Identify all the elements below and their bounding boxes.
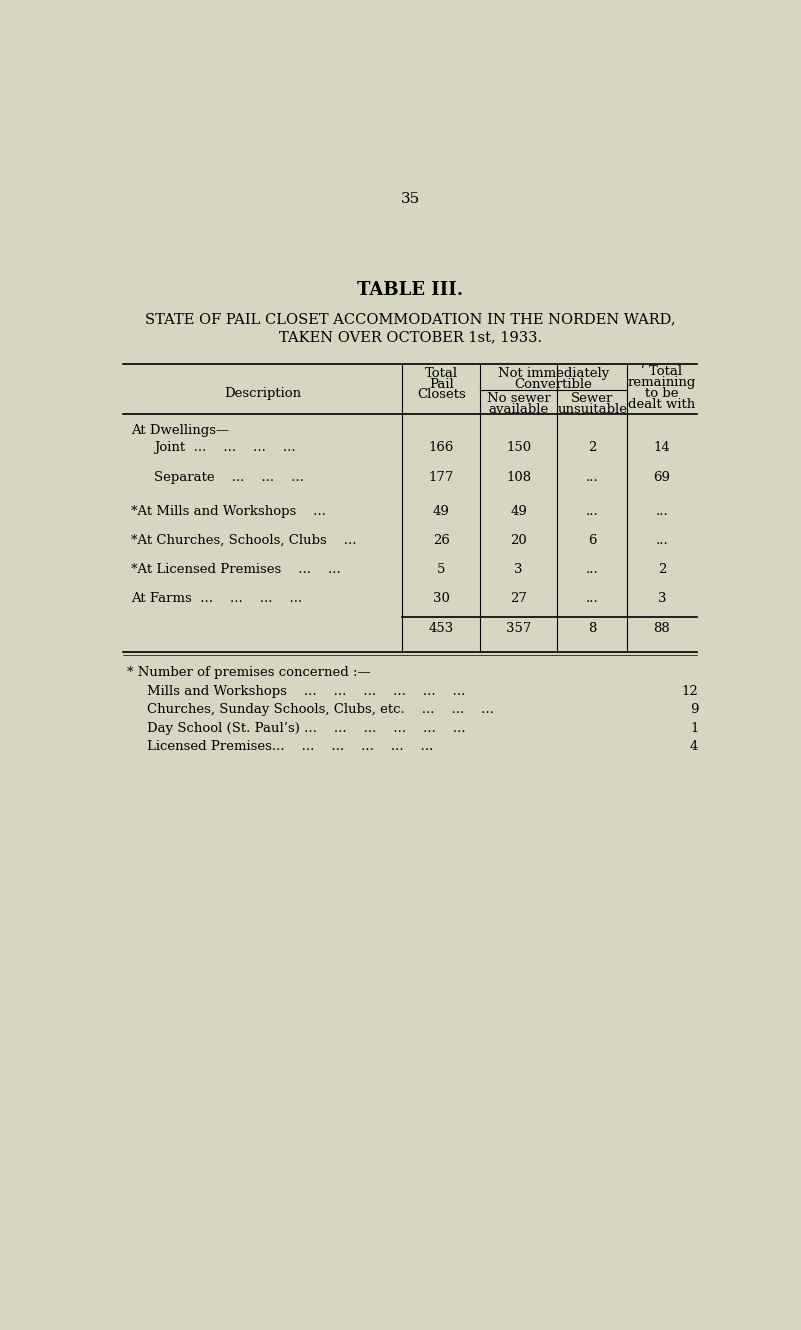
Text: Description: Description: [224, 387, 301, 400]
Text: 2: 2: [658, 563, 666, 576]
Text: 27: 27: [510, 592, 527, 605]
Text: Churches, Sunday Schools, Clubs, etc.    ...    ...    ...: Churches, Sunday Schools, Clubs, etc. ..…: [147, 704, 493, 717]
Text: remaining: remaining: [628, 376, 696, 388]
Text: 6: 6: [588, 533, 597, 547]
Text: No sewer: No sewer: [487, 392, 550, 406]
Text: 453: 453: [429, 621, 453, 634]
Text: *At Churches, Schools, Clubs    ...: *At Churches, Schools, Clubs ...: [131, 533, 356, 547]
Text: 4: 4: [690, 741, 698, 753]
Text: 9: 9: [690, 704, 698, 717]
Text: 14: 14: [654, 442, 670, 455]
Text: Sewer: Sewer: [571, 392, 614, 406]
Text: Licensed Premises...    ...    ...    ...    ...    ...: Licensed Premises... ... ... ... ... ...: [147, 741, 433, 753]
Text: Convertible: Convertible: [514, 378, 593, 391]
Text: dealt with: dealt with: [628, 398, 695, 411]
Text: 12: 12: [682, 685, 698, 698]
Text: Pail: Pail: [429, 378, 453, 391]
Text: unsuitable: unsuitable: [557, 403, 627, 416]
Text: *At Licensed Premises    ...    ...: *At Licensed Premises ... ...: [131, 563, 341, 576]
Text: 3: 3: [658, 592, 666, 605]
Text: ʹ Total: ʹ Total: [642, 366, 682, 378]
Text: At Dwellings—: At Dwellings—: [131, 424, 229, 438]
Text: 49: 49: [433, 504, 449, 517]
Text: 108: 108: [506, 471, 531, 484]
Text: 5: 5: [437, 563, 445, 576]
Text: 1: 1: [690, 722, 698, 734]
Text: 166: 166: [429, 442, 454, 455]
Text: Mills and Workshops    ...    ...    ...    ...    ...    ...: Mills and Workshops ... ... ... ... ... …: [147, 685, 465, 698]
Text: Closets: Closets: [417, 388, 465, 402]
Text: 30: 30: [433, 592, 449, 605]
Text: 26: 26: [433, 533, 449, 547]
Text: 20: 20: [510, 533, 527, 547]
Text: 150: 150: [506, 442, 531, 455]
Text: to be: to be: [646, 387, 678, 400]
Text: *At Mills and Workshops    ...: *At Mills and Workshops ...: [131, 504, 326, 517]
Text: ...: ...: [656, 533, 668, 547]
Text: At Farms  ...    ...    ...    ...: At Farms ... ... ... ...: [131, 592, 302, 605]
Text: 357: 357: [506, 621, 531, 634]
Text: ...: ...: [586, 471, 598, 484]
Text: 8: 8: [588, 621, 597, 634]
Text: 88: 88: [654, 621, 670, 634]
Text: 2: 2: [588, 442, 597, 455]
Text: ...: ...: [586, 504, 598, 517]
Text: ...: ...: [586, 592, 598, 605]
Text: STATE OF PAIL CLOSET ACCOMMODATION IN THE NORDEN WARD,: STATE OF PAIL CLOSET ACCOMMODATION IN TH…: [145, 313, 675, 326]
Text: 3: 3: [514, 563, 523, 576]
Text: Not immediately: Not immediately: [498, 367, 609, 380]
Text: 49: 49: [510, 504, 527, 517]
Text: Separate    ...    ...    ...: Separate ... ... ...: [155, 471, 304, 484]
Text: ...: ...: [586, 563, 598, 576]
Text: Joint  ...    ...    ...    ...: Joint ... ... ... ...: [155, 442, 296, 455]
Text: 177: 177: [429, 471, 454, 484]
Text: available: available: [489, 403, 549, 416]
Text: Day School (St. Paul’s) ...    ...    ...    ...    ...    ...: Day School (St. Paul’s) ... ... ... ... …: [147, 722, 465, 734]
Text: TABLE III.: TABLE III.: [357, 281, 463, 299]
Text: ...: ...: [656, 504, 668, 517]
Text: Total: Total: [425, 367, 457, 380]
Text: 35: 35: [400, 192, 420, 206]
Text: 69: 69: [654, 471, 670, 484]
Text: TAKEN OVER OCTOBER 1st, 1933.: TAKEN OVER OCTOBER 1st, 1933.: [279, 331, 541, 344]
Text: * Number of premises concerned :—: * Number of premises concerned :—: [127, 666, 371, 680]
